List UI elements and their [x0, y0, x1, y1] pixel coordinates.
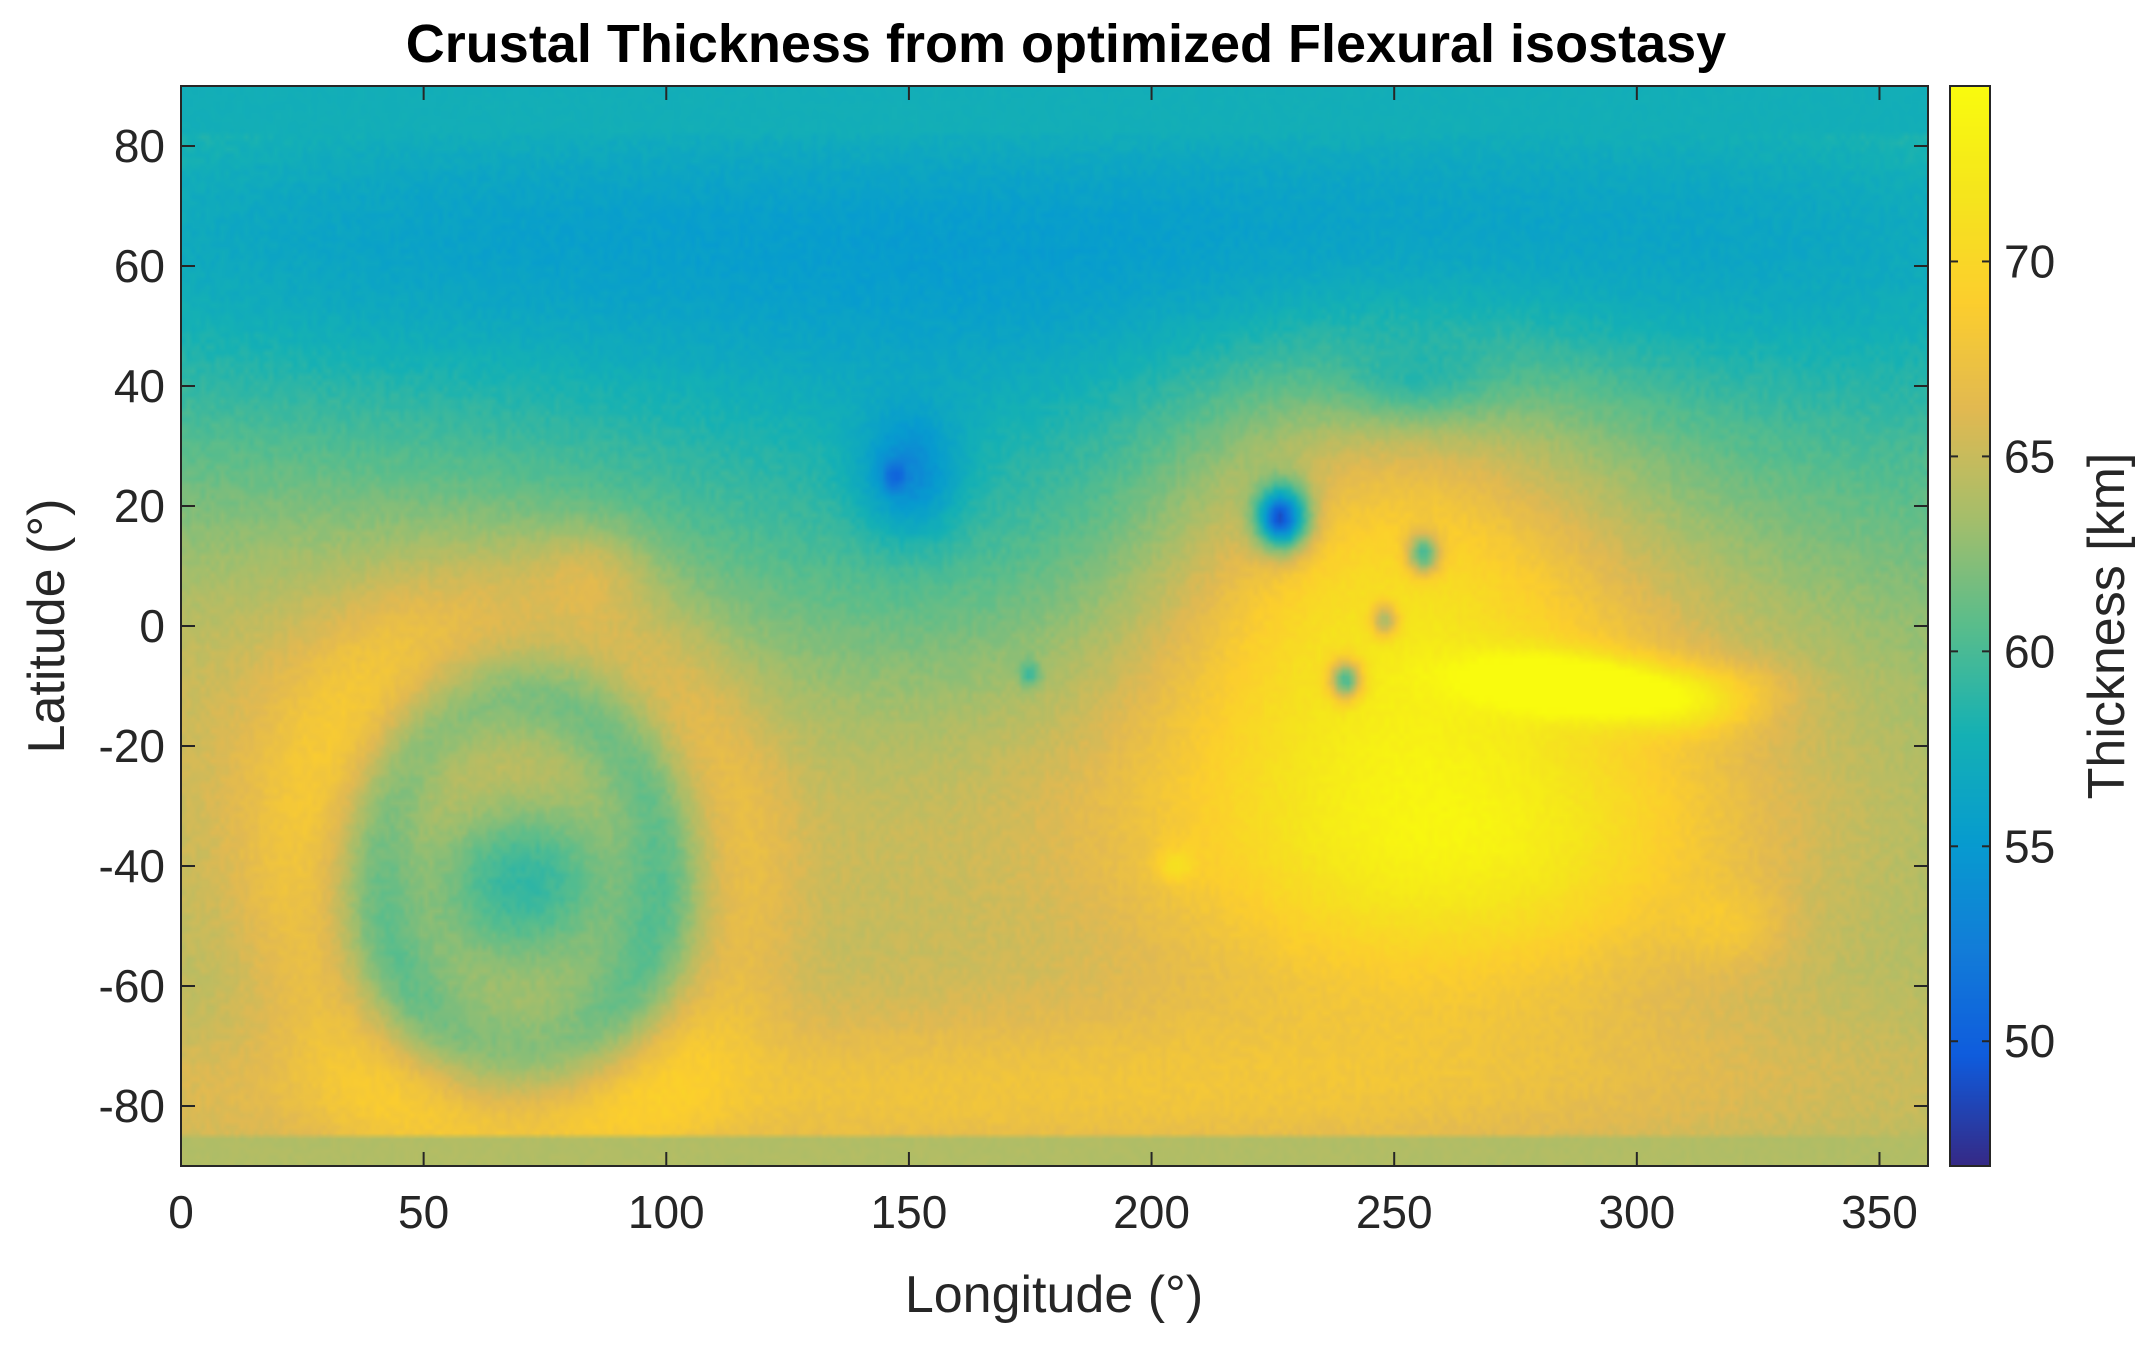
colorbar-frame [1949, 85, 1991, 1167]
colorbar-tick-label: 50 [2004, 1015, 2055, 1067]
y-tick-label: 80 [114, 120, 165, 172]
colorbar-ticks: 50 55 60 65 70 [1950, 235, 2055, 1067]
y-tick-label: -60 [99, 960, 165, 1012]
x-tick-label: 250 [1356, 1186, 1433, 1238]
colorbar-tick-label: 60 [2004, 625, 2055, 677]
y-tick-label: 0 [139, 600, 165, 652]
y-tick-label: -20 [99, 720, 165, 772]
colorbar-tick-label: 55 [2004, 820, 2055, 872]
colorbar-tick-label: 70 [2004, 235, 2055, 287]
y-axis-label: Latitude (°) [18, 499, 76, 754]
y-tick-label: -40 [99, 840, 165, 892]
x-tick-label: 50 [398, 1186, 449, 1238]
x-tick-label: 300 [1598, 1186, 1675, 1238]
y-tick-label: 20 [114, 480, 165, 532]
y-tick-label: 40 [114, 360, 165, 412]
x-axis-ticks: 0 50 100 150 200 250 300 350 [168, 86, 1918, 1238]
chart-title: Crustal Thickness from optimized Flexura… [406, 14, 1726, 74]
y-tick-label: -80 [99, 1080, 165, 1132]
x-tick-label: 100 [628, 1186, 705, 1238]
x-tick-label: 350 [1841, 1186, 1918, 1238]
x-axis-label: Longitude (°) [905, 1266, 1203, 1324]
heatmap-image [181, 86, 1928, 1166]
colorbar-image [1950, 86, 1990, 1166]
x-tick-label: 0 [168, 1186, 194, 1238]
colorbar-label: Thickness [km] [2078, 453, 2136, 800]
x-tick-label: 150 [871, 1186, 948, 1238]
x-tick-label: 200 [1113, 1186, 1190, 1238]
colorbar-tick-label: 65 [2004, 430, 2055, 482]
y-axis-ticks: 80 60 40 20 0 -20 -40 -60 -80 [99, 120, 1928, 1132]
y-tick-label: 60 [114, 240, 165, 292]
